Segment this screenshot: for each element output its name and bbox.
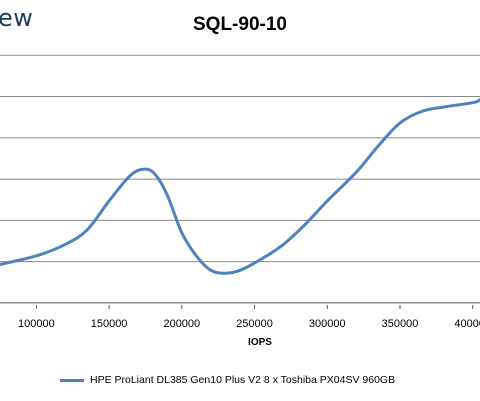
series-line <box>0 98 480 275</box>
x-tick-label: 200000 <box>163 318 200 330</box>
x-tick-label: 400000 <box>454 318 480 330</box>
x-tick-label: 150000 <box>91 318 128 330</box>
x-tick-label: 300000 <box>309 318 346 330</box>
x-tick-label: 350000 <box>382 318 419 330</box>
logo-fragment: ew <box>0 4 34 32</box>
legend-swatch <box>60 378 84 382</box>
x-tick-label: 100000 <box>18 318 55 330</box>
x-axis-label: IOPS <box>248 337 272 348</box>
chart-title: SQL-90-10 <box>193 14 287 35</box>
grid-lines <box>0 54 480 304</box>
x-tick-label: 250000 <box>236 318 273 330</box>
legend: HPE ProLiant DL385 Gen10 Plus V2 8 x Tos… <box>60 374 395 386</box>
x-tick-labels: 100000 150000 200000 250000 300000 350000 4000… <box>18 305 480 330</box>
series-layer <box>0 98 480 275</box>
legend-label: HPE ProLiant DL385 Gen10 Plus V2 8 x Tos… <box>90 374 396 386</box>
